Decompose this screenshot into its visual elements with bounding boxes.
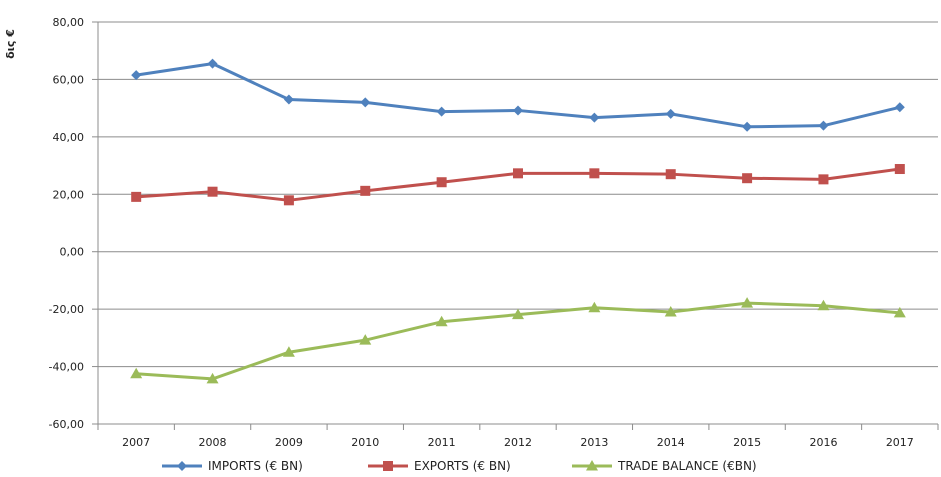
legend-label: IMPORTS (€ BN) bbox=[208, 459, 303, 473]
data-point bbox=[131, 70, 142, 81]
y-tick-label: -40,00 bbox=[49, 361, 84, 374]
data-point bbox=[360, 97, 371, 108]
data-point bbox=[283, 195, 294, 206]
data-point bbox=[818, 120, 829, 131]
data-point bbox=[512, 308, 524, 320]
data-point bbox=[894, 164, 905, 175]
data-point bbox=[359, 334, 372, 345]
y-tick-label: 40,00 bbox=[53, 131, 85, 144]
x-tick-labels: 2007 2008 2009 2010 2011 2012 2013 2014 2015 2016… bbox=[122, 436, 914, 449]
y-axis-label: δις € bbox=[4, 29, 17, 59]
data-point bbox=[664, 306, 677, 317]
legend-item: IMPORTS (€ BN) bbox=[162, 459, 303, 473]
data-point bbox=[513, 168, 523, 179]
data-point bbox=[818, 174, 829, 185]
x-tick-label: 2012 bbox=[504, 436, 532, 449]
data-point bbox=[588, 301, 601, 313]
series-3 bbox=[130, 297, 906, 384]
legend-swatch-marker bbox=[383, 461, 393, 471]
data-point bbox=[131, 191, 142, 202]
legend-label: TRADE BALANCE (€BN) bbox=[617, 459, 757, 473]
series-line bbox=[135, 62, 901, 129]
legend-label: EXPORTS (€ BN) bbox=[414, 459, 511, 473]
data-point bbox=[282, 346, 295, 357]
data-point bbox=[283, 94, 294, 105]
x-tick-label: 2017 bbox=[886, 436, 914, 449]
axes bbox=[92, 21, 939, 430]
y-tick-label: 0,00 bbox=[60, 246, 85, 259]
data-point bbox=[894, 102, 905, 113]
data-point bbox=[742, 121, 753, 132]
legend-item: TRADE BALANCE (€BN) bbox=[572, 459, 757, 473]
y-tick-label: 60,00 bbox=[53, 73, 85, 86]
gridlines bbox=[98, 21, 938, 425]
data-point bbox=[665, 108, 676, 119]
data-point bbox=[817, 299, 830, 311]
x-tick-label: 2014 bbox=[657, 436, 685, 449]
x-tick-label: 2013 bbox=[580, 436, 608, 449]
y-tick-labels: -60,00 -40,00 -20,00 0,00 20,00 40,00 60,00 80,… bbox=[49, 16, 84, 431]
x-tick-label: 2011 bbox=[428, 436, 456, 449]
data-point bbox=[589, 112, 600, 123]
legend-swatch-marker bbox=[586, 460, 598, 471]
x-tick-label: 2015 bbox=[733, 436, 761, 449]
series-group bbox=[130, 58, 906, 384]
x-tick-label: 2009 bbox=[275, 436, 303, 449]
x-tick-label: 2016 bbox=[809, 436, 837, 449]
series-2 bbox=[131, 164, 905, 206]
series-1 bbox=[131, 58, 905, 132]
data-point bbox=[206, 372, 219, 384]
y-tick-label: -20,00 bbox=[49, 303, 84, 316]
legend-item: EXPORTS (€ BN) bbox=[368, 459, 511, 473]
x-tick-label: 2008 bbox=[199, 436, 227, 449]
y-tick-label: 80,00 bbox=[53, 16, 85, 29]
data-point bbox=[513, 105, 523, 116]
data-point bbox=[665, 169, 676, 180]
y-tick-label: -60,00 bbox=[49, 418, 84, 431]
data-point bbox=[207, 58, 218, 69]
x-tick-label: 2010 bbox=[351, 436, 379, 449]
data-point bbox=[130, 367, 143, 379]
data-point bbox=[436, 177, 447, 188]
x-tick-label: 2007 bbox=[122, 436, 150, 449]
data-point bbox=[742, 173, 753, 184]
legend: IMPORTS (€ BN) EXPORTS (€ BN) TRADE BALANC… bbox=[162, 459, 757, 473]
data-point bbox=[741, 297, 754, 308]
data-point bbox=[360, 185, 371, 196]
y-tick-label: 20,00 bbox=[53, 188, 85, 201]
data-point bbox=[893, 306, 906, 318]
data-point bbox=[436, 106, 447, 117]
data-point bbox=[589, 168, 600, 179]
legend-swatch-marker bbox=[177, 461, 187, 471]
data-point bbox=[207, 186, 218, 197]
data-point bbox=[435, 315, 448, 327]
